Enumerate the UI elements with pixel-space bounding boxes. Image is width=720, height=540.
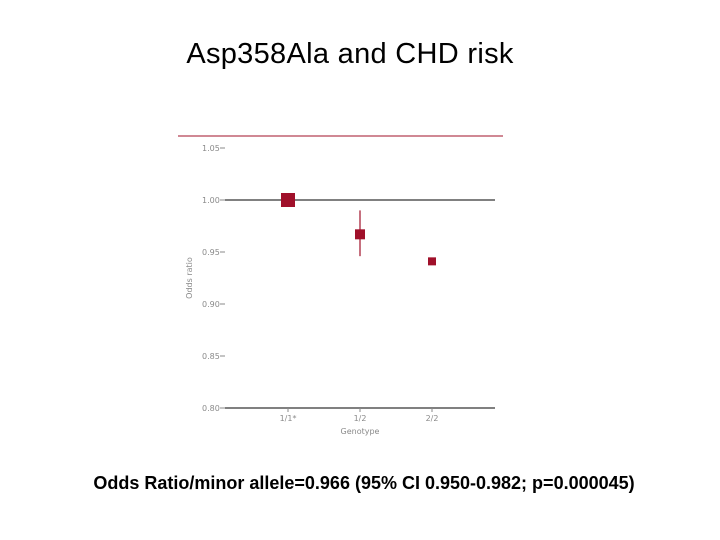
y-tick-label: 0.80 (202, 404, 220, 413)
slide-title: Asp358Ala and CHD risk (186, 38, 514, 70)
odds-ratio-summary: Odds Ratio/minor allele=0.966 (95% CI 0.… (93, 473, 635, 493)
y-axis-label: Odds ratio (185, 257, 194, 299)
x-axis-labels: 1/1* 1/2 2/2 (280, 408, 439, 423)
data-points (281, 193, 436, 266)
odds-ratio-marker (281, 193, 295, 207)
y-tick-label: 0.90 (202, 300, 220, 309)
x-tick-label: 1/2 (354, 414, 367, 423)
x-tick-label: 2/2 (426, 414, 439, 423)
x-axis-label: Genotype (341, 427, 380, 436)
y-tick-label: 0.95 (202, 248, 220, 257)
y-axis: 0.80 0.85 0.90 0.95 1.00 1.05 (202, 144, 225, 413)
odds-ratio-marker (355, 229, 365, 240)
odds-ratio-marker (428, 257, 436, 266)
odds-ratio-chart: 0.80 0.85 0.90 0.95 1.00 1.05 1/1* 1/2 2/2 Odds… (170, 128, 510, 443)
y-tick-label: 1.00 (202, 196, 220, 205)
chart-svg: 0.80 0.85 0.90 0.95 1.00 1.05 1/1* 1/2 2/2 Odds… (178, 135, 503, 436)
y-tick-label: 0.85 (202, 352, 220, 361)
x-tick-label: 1/1* (280, 414, 297, 423)
y-tick-label: 1.05 (202, 144, 220, 153)
